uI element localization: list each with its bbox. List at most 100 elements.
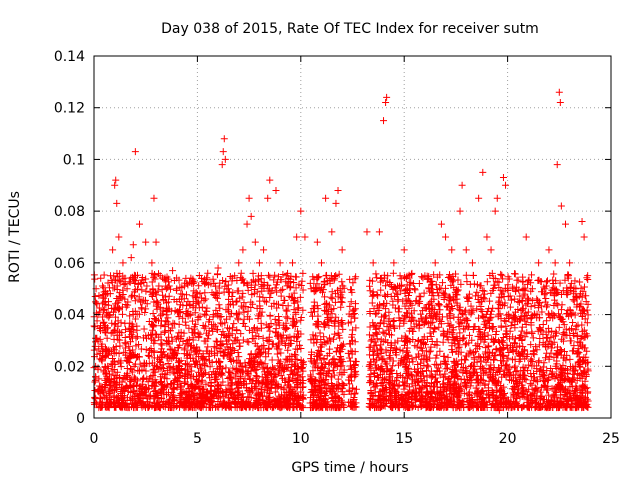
data-point xyxy=(578,217,586,225)
data-point xyxy=(437,220,445,228)
y-tick-label: 0.04 xyxy=(54,308,85,324)
data-point xyxy=(479,168,487,176)
data-point xyxy=(293,233,301,241)
data-point xyxy=(91,393,99,401)
data-point xyxy=(411,285,419,293)
y-tick-label: 0.08 xyxy=(54,204,85,220)
data-point xyxy=(218,161,226,169)
chart-title: Day 038 of 2015, Rate Of TEC Index for r… xyxy=(161,21,539,37)
data-point xyxy=(448,246,456,254)
data-point xyxy=(96,349,104,357)
data-point xyxy=(551,259,559,267)
data-point xyxy=(431,259,439,267)
data-point xyxy=(578,388,586,396)
data-point xyxy=(545,246,553,254)
data-point xyxy=(289,259,297,267)
data-point xyxy=(243,220,251,228)
data-point xyxy=(400,246,408,254)
data-point xyxy=(462,246,470,254)
data-point xyxy=(528,285,536,293)
y-tick-label: 0.06 xyxy=(54,256,85,272)
data-point xyxy=(483,233,491,241)
data-point xyxy=(123,285,131,293)
data-point xyxy=(390,259,398,267)
data-point xyxy=(221,155,229,163)
data-point xyxy=(162,285,170,293)
data-point xyxy=(204,269,212,277)
data-point xyxy=(413,388,421,396)
y-tick-labels: 0 0.02 0.04 0.06 0.08 0.1 0.12 0.14 xyxy=(54,49,85,427)
data-point xyxy=(173,285,181,293)
data-point xyxy=(328,393,336,401)
data-point xyxy=(421,272,429,280)
data-point xyxy=(522,233,530,241)
data-point xyxy=(152,238,160,246)
data-points xyxy=(91,88,590,414)
data-point xyxy=(334,186,342,194)
data-point xyxy=(131,148,139,156)
data-point xyxy=(297,207,305,215)
data-point xyxy=(493,194,501,202)
dense-point-cloud-marks xyxy=(90,269,592,412)
data-point xyxy=(425,285,433,293)
data-point xyxy=(562,220,570,228)
y-tick-label: 0 xyxy=(76,411,85,427)
data-point xyxy=(162,383,170,391)
data-point xyxy=(251,238,259,246)
data-point xyxy=(456,207,464,215)
data-point xyxy=(328,228,336,236)
data-point xyxy=(499,174,507,182)
data-point xyxy=(433,383,441,391)
data-point xyxy=(557,383,565,391)
data-point xyxy=(276,259,284,267)
data-point xyxy=(396,272,404,280)
data-point xyxy=(458,181,466,189)
data-point xyxy=(384,272,392,280)
data-point xyxy=(307,285,315,293)
dense-point-cloud xyxy=(90,269,592,412)
data-point xyxy=(346,398,354,406)
x-tick-label: 0 xyxy=(90,431,99,447)
data-point xyxy=(495,406,503,414)
data-point xyxy=(210,280,218,288)
data-point xyxy=(142,238,150,246)
data-point xyxy=(111,181,119,189)
data-point xyxy=(104,298,112,306)
data-point xyxy=(442,233,450,241)
data-point xyxy=(468,259,476,267)
data-point xyxy=(332,199,340,207)
data-point xyxy=(156,272,164,280)
data-point xyxy=(582,298,590,306)
data-point xyxy=(214,264,222,272)
data-point xyxy=(245,194,253,202)
data-point xyxy=(371,388,379,396)
y-tick-label: 0.12 xyxy=(54,101,85,117)
data-point xyxy=(119,259,127,267)
x-tick-label: 20 xyxy=(499,431,517,447)
data-point xyxy=(349,336,356,344)
data-point xyxy=(183,280,191,288)
data-point xyxy=(475,194,483,202)
data-point xyxy=(553,161,561,169)
data-point xyxy=(369,259,377,267)
data-point xyxy=(487,246,495,254)
data-point xyxy=(193,290,201,298)
data-point xyxy=(183,393,191,401)
data-point xyxy=(235,259,243,267)
data-point xyxy=(317,259,325,267)
data-point xyxy=(220,135,228,143)
data-point xyxy=(109,246,117,254)
data-point xyxy=(135,220,143,228)
data-point xyxy=(247,212,255,220)
plot-frame xyxy=(93,55,612,419)
data-point xyxy=(121,375,129,383)
data-point xyxy=(475,388,483,396)
data-point xyxy=(129,241,137,249)
data-point xyxy=(177,290,185,298)
x-tick-label: 25 xyxy=(602,431,620,447)
data-point xyxy=(198,274,206,282)
data-point xyxy=(272,186,280,194)
data-point xyxy=(231,272,239,280)
axis-ticks xyxy=(93,55,612,419)
